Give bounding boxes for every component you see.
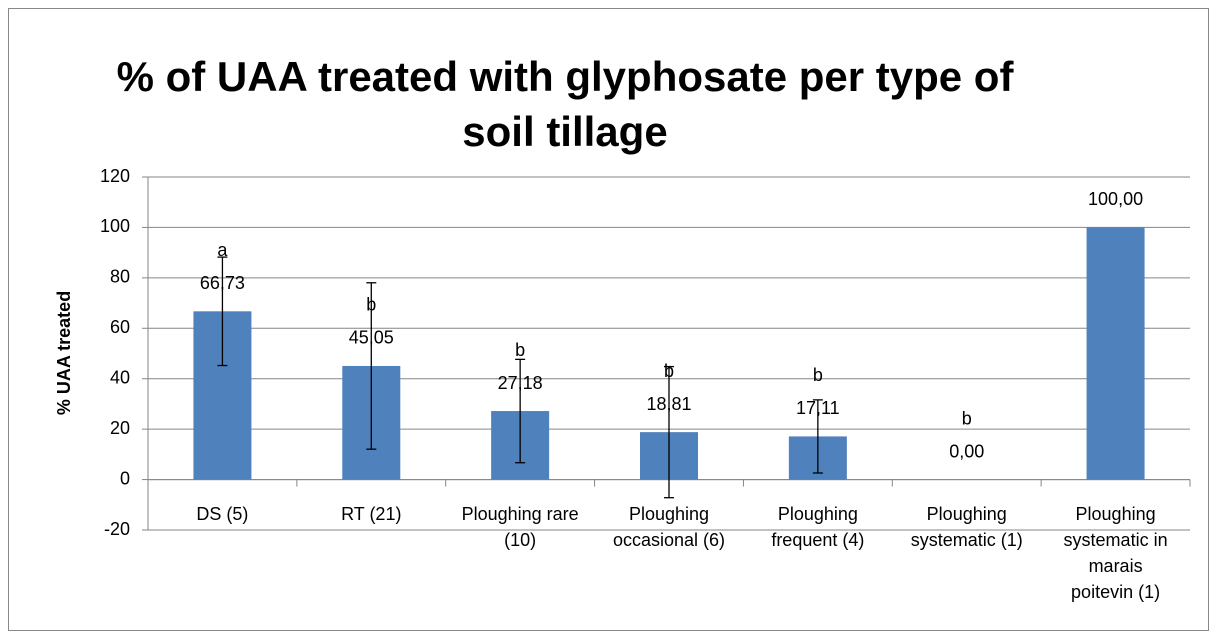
group-letter: a	[217, 240, 228, 260]
group-letter: b	[813, 365, 823, 385]
value-label: 17,11	[796, 398, 840, 418]
x-tick-label: Ploughing occasional (6)	[613, 504, 725, 550]
y-tick-label: 60	[110, 317, 130, 337]
x-tick-label: RT (21)	[341, 504, 401, 524]
y-axis-label: % UAA treated	[54, 291, 74, 415]
x-tick-label: Ploughing frequent (4)	[771, 504, 864, 550]
y-tick-label: -20	[104, 519, 130, 539]
x-tick-label: Ploughing systematic (1)	[911, 504, 1023, 550]
chart-title: % of UAA treated with glyphosate per typ…	[117, 53, 1015, 155]
group-letter: b	[515, 340, 525, 360]
group-letter: b	[962, 408, 972, 428]
y-tick-label: 120	[100, 166, 130, 186]
y-tick-label: 0	[120, 468, 130, 488]
x-tick-label: DS (5)	[196, 504, 248, 524]
group-letter: b	[664, 361, 674, 381]
y-tick-label: 100	[100, 216, 130, 236]
group-letter: b	[366, 295, 376, 315]
y-tick-label: 80	[110, 267, 130, 287]
value-label: 100,00	[1088, 189, 1143, 209]
value-label: 18,81	[646, 394, 691, 414]
x-tick-label: Ploughing rare (10)	[462, 504, 579, 550]
value-label: 66,73	[200, 273, 245, 293]
y-tick-label: 20	[110, 418, 130, 438]
value-label: 45,05	[349, 328, 394, 348]
value-label: 27,18	[498, 373, 543, 393]
bar	[1086, 227, 1145, 480]
value-label: 0,00	[949, 441, 984, 461]
chart-frame	[8, 8, 1209, 631]
x-tick-label: Ploughing systematic in marais poitevin (1)	[1064, 504, 1168, 602]
y-tick-label: 40	[110, 367, 130, 387]
